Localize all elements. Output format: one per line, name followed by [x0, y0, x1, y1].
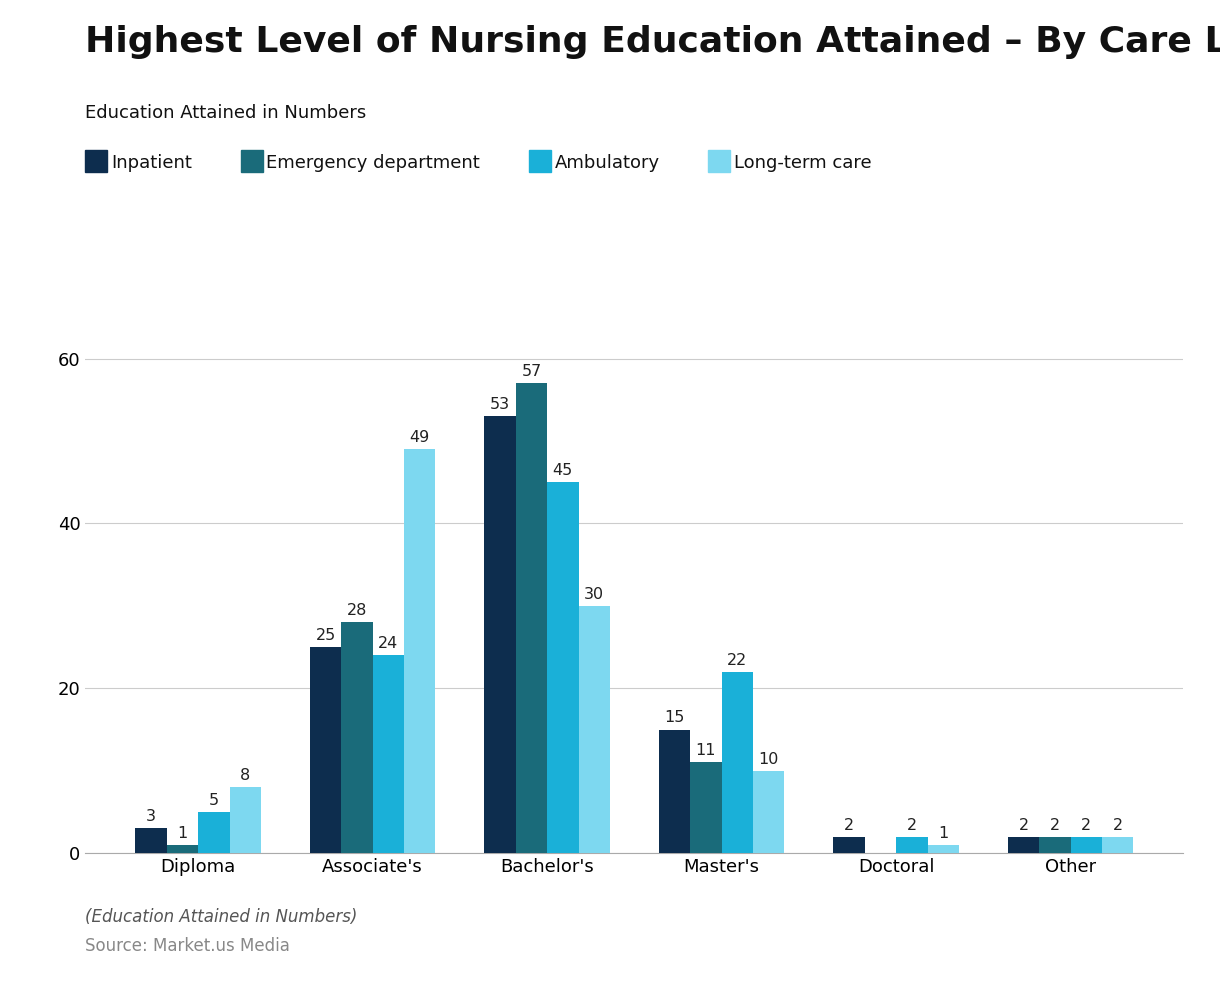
- Text: 2: 2: [906, 817, 917, 832]
- Text: 2: 2: [1113, 817, 1122, 832]
- Bar: [310, 647, 342, 853]
- Bar: [897, 836, 927, 853]
- Text: 25: 25: [316, 628, 336, 643]
- Bar: [1039, 836, 1071, 853]
- Bar: [484, 417, 516, 853]
- Text: 2: 2: [1050, 817, 1060, 832]
- Bar: [516, 383, 547, 853]
- Bar: [547, 482, 578, 853]
- Text: 15: 15: [665, 710, 684, 725]
- Text: 5: 5: [209, 793, 218, 807]
- Text: 1: 1: [177, 825, 188, 841]
- Text: Inpatient: Inpatient: [111, 154, 192, 172]
- Text: 53: 53: [490, 397, 510, 413]
- Bar: [167, 845, 198, 853]
- Text: Source: Market.us Media: Source: Market.us Media: [85, 937, 290, 955]
- Text: 3: 3: [146, 809, 156, 824]
- Text: Highest Level of Nursing Education Attained – By Care Level: Highest Level of Nursing Education Attai…: [85, 25, 1220, 59]
- Bar: [342, 622, 372, 853]
- Bar: [833, 836, 865, 853]
- Text: 8: 8: [240, 768, 250, 783]
- Bar: [578, 606, 610, 853]
- Text: 2: 2: [1019, 817, 1028, 832]
- Text: Long-term care: Long-term care: [734, 154, 871, 172]
- Text: Emergency department: Emergency department: [266, 154, 479, 172]
- Text: Ambulatory: Ambulatory: [554, 154, 660, 172]
- Text: (Education Attained in Numbers): (Education Attained in Numbers): [85, 908, 357, 926]
- Text: 10: 10: [759, 752, 778, 767]
- Bar: [1008, 836, 1039, 853]
- Text: 11: 11: [695, 743, 716, 758]
- Bar: [135, 828, 167, 853]
- Text: 28: 28: [346, 603, 367, 618]
- Bar: [722, 672, 753, 853]
- Text: 45: 45: [553, 463, 573, 478]
- Text: 22: 22: [727, 653, 748, 668]
- Text: 30: 30: [584, 586, 604, 602]
- Bar: [927, 845, 959, 853]
- Bar: [1102, 836, 1133, 853]
- Text: Education Attained in Numbers: Education Attained in Numbers: [85, 104, 367, 122]
- Bar: [753, 771, 784, 853]
- Bar: [198, 811, 229, 853]
- Text: 2: 2: [1081, 817, 1092, 832]
- Text: 1: 1: [938, 825, 948, 841]
- Bar: [372, 656, 404, 853]
- Bar: [1071, 836, 1102, 853]
- Bar: [691, 763, 722, 853]
- Bar: [404, 449, 436, 853]
- Bar: [229, 788, 261, 853]
- Text: 2: 2: [844, 817, 854, 832]
- Bar: [659, 729, 691, 853]
- Text: 49: 49: [410, 431, 429, 445]
- Text: 24: 24: [378, 636, 399, 651]
- Text: 57: 57: [521, 364, 542, 379]
